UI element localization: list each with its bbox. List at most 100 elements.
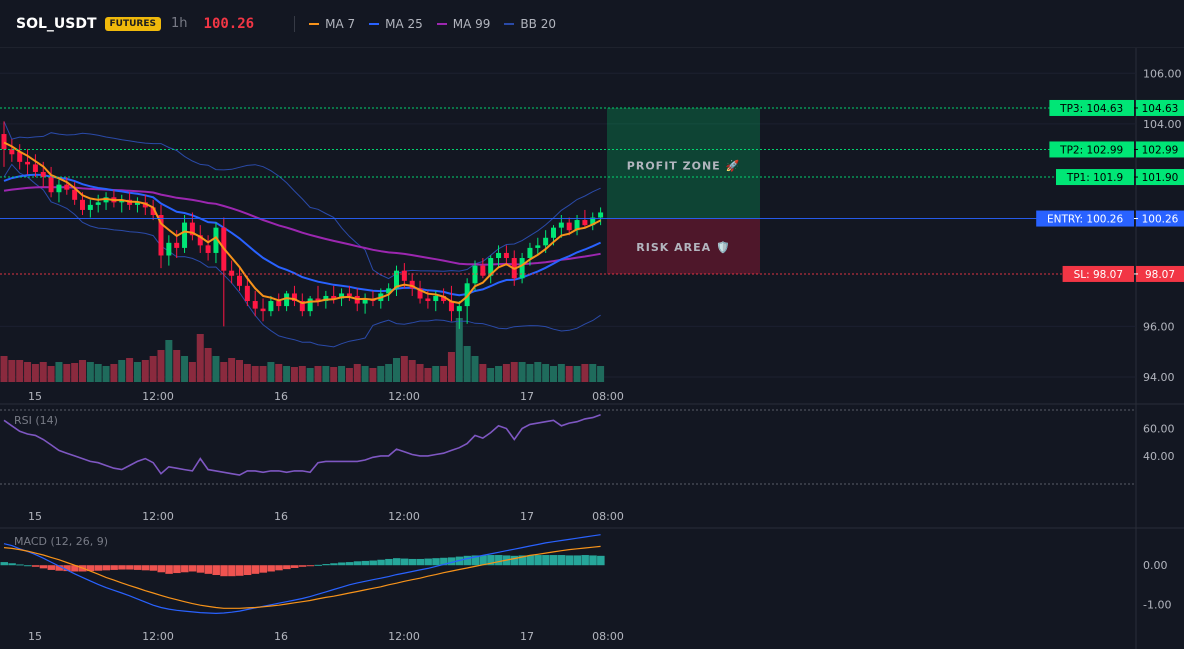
candle-body: [441, 295, 447, 302]
legend-ma99[interactable]: MA 99: [436, 17, 490, 31]
volume-bar: [440, 366, 448, 382]
macd-hist-bar: [251, 565, 260, 574]
macd-signal-line: [3, 545, 601, 609]
candle: [276, 293, 282, 312]
volume-bar: [259, 366, 267, 382]
candle-body: [519, 258, 525, 279]
level-label-tp1[interactable]: TP1: 101.9 101.90: [1056, 169, 1184, 186]
macd-hist-bar: [16, 564, 24, 566]
candle: [64, 177, 70, 195]
candle-body: [394, 270, 399, 289]
macd-hist-bar: [47, 565, 56, 570]
volume-bar: [565, 366, 573, 382]
time-axis-tick: 15: [28, 630, 42, 643]
macd-hist-bar: [196, 565, 205, 573]
candle-body: [9, 149, 15, 155]
legend-ma7[interactable]: MA 7: [309, 17, 355, 31]
time-axis-tick: 12:00: [388, 510, 420, 523]
candle: [598, 207, 604, 226]
profit-zone: [607, 107, 760, 219]
macd-hist-bar: [495, 555, 503, 566]
legend-bb20-label: BB 20: [520, 16, 556, 31]
candle-body: [417, 288, 423, 299]
volume-bar: [353, 364, 361, 382]
volume-bar: [165, 340, 173, 382]
candle-body: [1, 134, 7, 150]
candle: [448, 285, 454, 322]
candle-body: [17, 151, 23, 162]
candle-body: [268, 301, 274, 312]
macd-hist-bar: [424, 558, 432, 566]
macd-hist-bar: [534, 555, 542, 566]
volume-bar: [322, 366, 330, 382]
ma99-swatch: [436, 22, 447, 25]
chart-header: SOL_USDT FUTURES 1h 100.26 MA 7 MA 25 MA…: [0, 0, 1184, 48]
candle-body: [401, 270, 407, 281]
macd-hist-bar: [259, 565, 268, 573]
level-label-tp3[interactable]: TP3: 104.63 104.63: [1049, 99, 1184, 116]
candle-body: [346, 293, 352, 296]
macd-hist-bar: [267, 565, 275, 572]
volume-bar: [510, 362, 518, 382]
level-price-bg: [1136, 265, 1184, 282]
candle-body: [189, 222, 195, 236]
volume-bar: [557, 364, 565, 382]
level-tag-text: SL: 98.07: [1074, 269, 1123, 281]
legend-bb20[interactable]: BB 20: [504, 17, 556, 31]
volume-bar: [243, 364, 251, 382]
volume-bar: [86, 362, 94, 382]
candle-body: [25, 161, 31, 165]
volume-bar: [369, 368, 377, 382]
macd-hist-bar: [165, 565, 173, 574]
candle-body: [291, 293, 297, 302]
candle: [331, 285, 337, 304]
level-label-sl[interactable]: SL: 98.07 98.07: [1062, 265, 1184, 282]
level-label-tp2[interactable]: TP2: 102.99 102.99: [1049, 141, 1184, 158]
candle: [182, 215, 188, 253]
macd-hist-bar: [385, 558, 393, 566]
candle-body: [543, 237, 549, 246]
volume-bar: [314, 366, 322, 382]
candle: [25, 149, 31, 175]
price-axis-tick: 96.00: [1143, 320, 1175, 333]
candle-body: [119, 199, 125, 203]
candle-body: [80, 199, 85, 210]
macd-hist-bar: [377, 559, 385, 566]
macd-hist-bar: [236, 565, 244, 576]
candle-body: [299, 301, 305, 312]
candle-body: [197, 235, 203, 246]
legend-ma25[interactable]: MA 25: [369, 17, 423, 31]
level-price-text: 98.07: [1145, 269, 1175, 281]
macd-hist-bar: [573, 555, 582, 566]
macd-hist-bar: [557, 555, 566, 566]
volume-bar: [47, 366, 55, 382]
time-axis-tick: 16: [274, 510, 288, 523]
level-label-entry[interactable]: ENTRY: 100.26 100.26: [1036, 210, 1184, 227]
candle: [394, 265, 399, 296]
macd-hist-bar: [110, 565, 118, 570]
volume-bar: [196, 334, 204, 382]
macd-hist-bar: [243, 565, 252, 576]
bb-lower-line: [3, 163, 601, 348]
symbol-name[interactable]: SOL_USDT: [16, 15, 97, 32]
candle: [197, 225, 203, 253]
candle: [488, 255, 494, 284]
macd-hist-bar: [228, 565, 236, 577]
macd-hist-bar: [71, 565, 79, 572]
level-price-bg: [1136, 99, 1184, 116]
candle-body: [566, 222, 572, 231]
volume-bar: [228, 358, 236, 382]
macd-hist-bar: [510, 555, 519, 566]
candle: [150, 199, 156, 221]
macd-hist-bar: [126, 565, 134, 570]
volume-bar: [79, 360, 86, 382]
candle-body: [205, 245, 211, 253]
volume-bar: [400, 356, 408, 382]
candle-body: [284, 293, 290, 307]
volume-bar: [408, 360, 416, 382]
timeframe-selector[interactable]: 1h: [171, 16, 188, 31]
candle-body: [182, 222, 188, 248]
profit-zone-label: PROFIT ZONE 🚀: [627, 159, 740, 172]
candle: [95, 194, 101, 213]
